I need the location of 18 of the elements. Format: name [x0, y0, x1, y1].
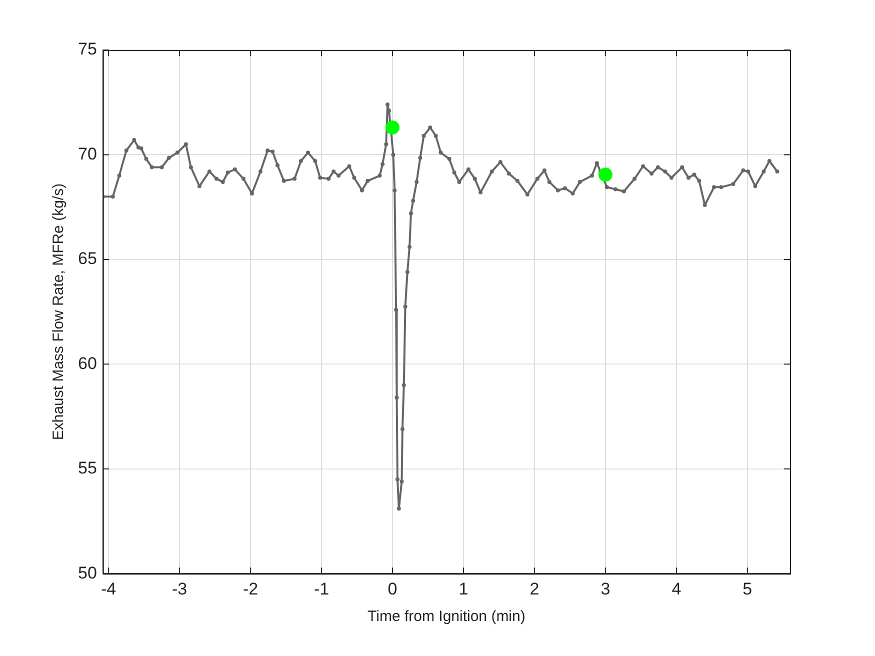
y-tick-label: 60: [78, 354, 97, 373]
x-axis-title: Time from Ignition (min): [368, 608, 526, 626]
x-tick-label: -4: [101, 579, 116, 598]
x-tick-label: 5: [742, 579, 752, 598]
y-tick-label: 65: [78, 249, 97, 268]
x-tick-label: 0: [388, 579, 398, 598]
x-tick-label: 3: [600, 579, 610, 598]
x-tick-label: -1: [314, 579, 330, 598]
y-tick-label: 75: [78, 40, 97, 59]
x-tick-label: -2: [242, 579, 258, 598]
y-tick-label: 50: [78, 563, 97, 582]
x-tick-label: 1: [458, 579, 468, 598]
y-axis-title: Exhaust Mass Flow Rate, MFRe (kg/s): [50, 183, 68, 440]
y-tick-label: 70: [78, 144, 97, 164]
x-tick-label: -3: [172, 579, 188, 598]
x-tick-label: 4: [672, 579, 682, 598]
y-tick-label: 55: [78, 458, 97, 478]
x-tick-label: 2: [530, 579, 540, 598]
